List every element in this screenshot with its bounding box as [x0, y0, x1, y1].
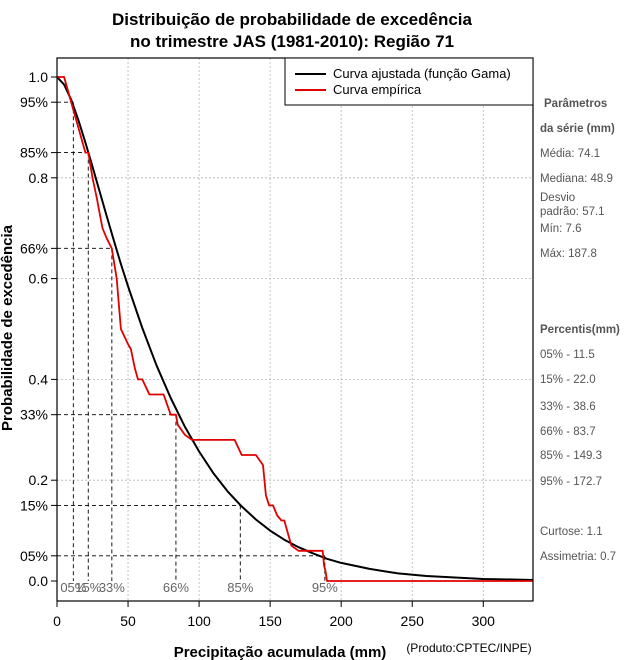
param-media: Média: 74.1 — [540, 148, 600, 160]
stat-assimetria: Assimetria: 0.7 — [540, 551, 616, 563]
y-axis-title: Probabilidade de excedência — [0, 224, 16, 431]
chart-title-line-1: Distribuição de probabilidade de excedên… — [112, 10, 472, 29]
param-max: Máx: 187.8 — [540, 248, 597, 260]
x-tick-label: 300 — [472, 613, 496, 629]
param-mediana: Mediana: 48.9 — [540, 173, 613, 185]
side-panel: Parâmetros da série (mm) Média: 74.1 Med… — [540, 98, 620, 563]
legend: Curva ajustada (função Gama) Curva empír… — [284, 57, 534, 106]
product-credit: (Produto:CPTEC/INPE) — [406, 641, 531, 655]
chart-title-line-2: no trimestre JAS (1981-2010): Região 71 — [130, 32, 454, 51]
percentile-axis-label: 15% — [75, 580, 101, 595]
param-desvio: Desvio — [540, 192, 575, 204]
percentile-guides — [57, 101, 326, 581]
y-axis-ticks: 1.0 95% 85% 0.8 66% 0.6 0.4 33% 0.2 15% 05% 0.0 — [20, 69, 57, 589]
y-tick-label: 33% — [20, 407, 48, 423]
y-tick-label: 0.2 — [29, 472, 49, 488]
y-tick-label: 0.4 — [29, 371, 49, 387]
y-tick-label: 05% — [20, 548, 48, 564]
x-tick-label: 250 — [401, 613, 425, 629]
param-min: Mín: 7.6 — [540, 223, 582, 235]
params-heading-2: da série (mm) — [540, 123, 615, 135]
percentile-axis-label: 95% — [312, 580, 338, 595]
percentil-15: 15% - 22.0 — [540, 374, 596, 386]
x-tick-label: 0 — [53, 613, 61, 629]
x-tick-label: 50 — [120, 613, 136, 629]
percentil-05: 05% - 11.5 — [540, 349, 595, 361]
y-tick-label: 15% — [20, 497, 48, 513]
param-desvio-padrao: padrão: 57.1 — [540, 206, 605, 218]
percentil-66: 66% - 83.7 — [540, 426, 596, 438]
percentil-33: 33% - 38.6 — [540, 401, 596, 413]
legend-box — [284, 57, 534, 106]
fitted-gamma-curve — [56, 76, 534, 581]
percentile-labels: 05%15%33% 66% 85% 95% — [60, 580, 338, 595]
y-tick-label: 85% — [20, 145, 48, 161]
y-tick-label: 1.0 — [29, 69, 49, 85]
percentil-95: 95% - 172.7 — [540, 476, 602, 488]
grid-lines — [57, 58, 533, 601]
percentis-heading: Percentis(mm) — [540, 324, 620, 336]
y-tick-label: 66% — [20, 240, 48, 256]
empirical-curve — [57, 76, 533, 582]
legend-label-fitted: Curva ajustada (função Gama) — [333, 66, 511, 81]
percentile-axis-label: 05% — [60, 580, 86, 595]
percentile-axis-label: 85% — [227, 580, 253, 595]
y-tick-label: 0.0 — [29, 573, 49, 589]
stat-curtose: Curtose: 1.1 — [540, 526, 603, 538]
x-tick-label: 200 — [329, 613, 353, 629]
percentile-axis-label: 33% — [99, 580, 125, 595]
y-tick-label: 0.8 — [29, 170, 49, 186]
x-tick-label: 100 — [187, 613, 211, 629]
x-axis-title: Precipitação acumulada (mm) — [174, 644, 387, 660]
percentile-axis-label: 66% — [163, 580, 189, 595]
y-tick-label: 0.6 — [29, 271, 49, 287]
x-axis-ticks: 0 50 100 150 200 250 300 — [53, 601, 495, 629]
legend-label-empirical: Curva empírica — [333, 82, 422, 97]
data-series — [56, 76, 534, 582]
percentil-85: 85% - 149.3 — [540, 450, 602, 462]
params-heading-1: Parâmetros — [544, 98, 607, 110]
y-tick-label: 95% — [20, 94, 48, 110]
x-tick-label: 150 — [258, 613, 282, 629]
